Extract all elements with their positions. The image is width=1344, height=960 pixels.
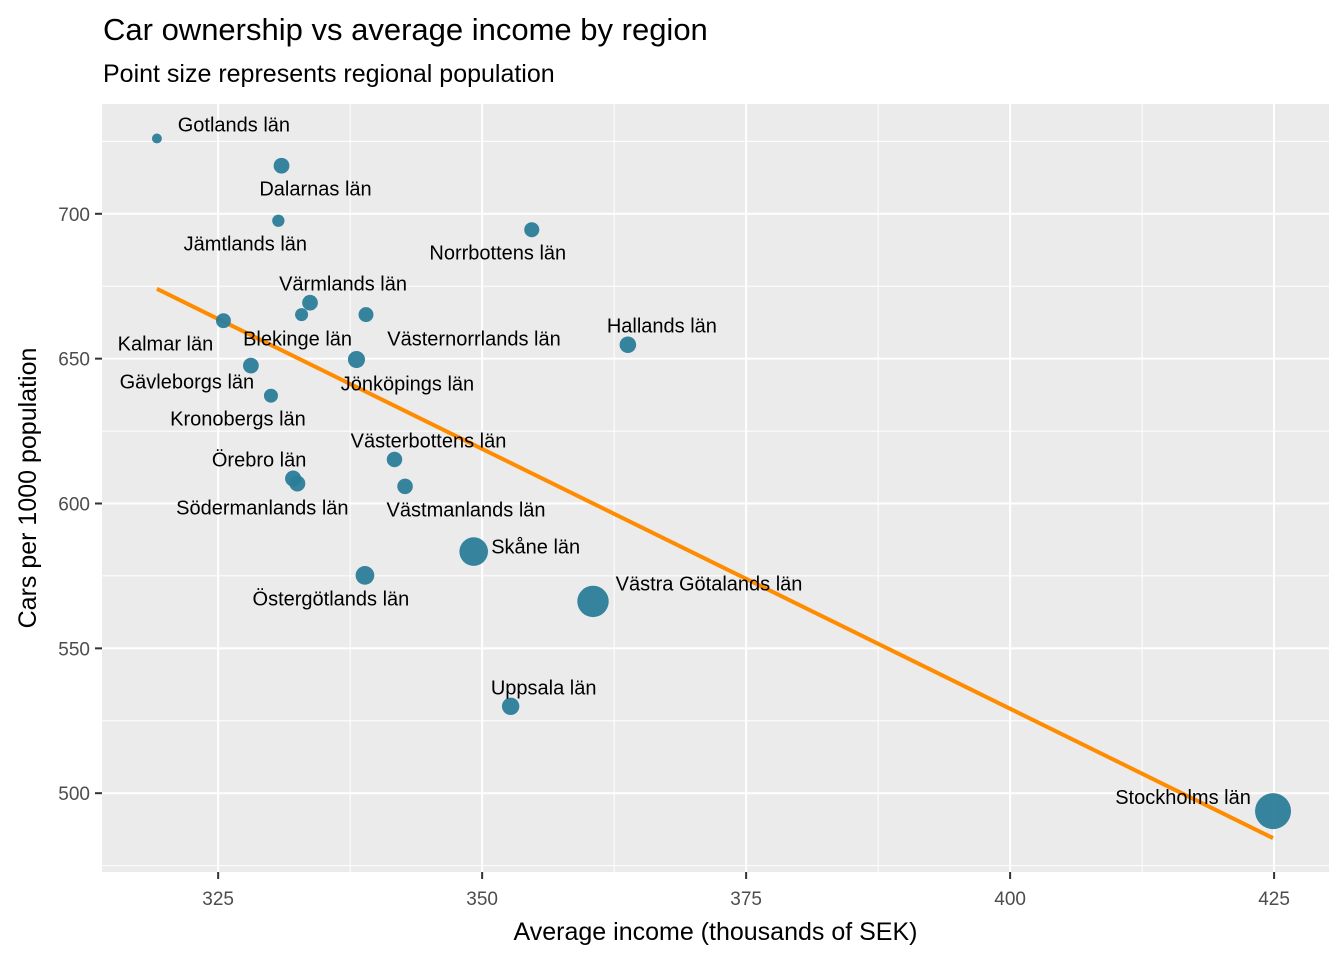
point-label: Jämtlands län — [184, 234, 307, 256]
data-point — [263, 388, 278, 403]
point-label: Västerbottens län — [351, 430, 507, 452]
point-label: Kronobergs län — [170, 409, 306, 431]
x-tick-label: 325 — [202, 889, 234, 910]
trend-line-group — [156, 287, 1274, 840]
data-point — [243, 357, 259, 374]
data-point — [302, 294, 318, 311]
point-label: Stockholms län — [1115, 787, 1251, 809]
y-tick-label: 500 — [58, 784, 90, 805]
data-point — [619, 336, 637, 354]
data-point — [215, 313, 231, 329]
point-label: Blekinge län — [243, 329, 352, 351]
data-point — [459, 537, 488, 566]
data-point — [273, 157, 290, 174]
trend-line — [156, 287, 1274, 840]
x-tick-label: 350 — [466, 889, 498, 910]
y-axis: 500 550 600 650 700 — [58, 205, 102, 805]
point-label: Gotlands län — [178, 114, 290, 136]
point-label: Gävleborgs län — [120, 372, 255, 394]
y-tick-label: 600 — [58, 494, 90, 515]
data-point — [347, 350, 366, 369]
y-tick-label: 700 — [58, 205, 90, 226]
data-point — [386, 451, 403, 468]
point-label: Kalmar län — [118, 334, 214, 356]
point-label: Södermanlands län — [176, 498, 348, 520]
point-label: Värmlands län — [279, 274, 407, 296]
x-tick-label: 425 — [1258, 889, 1290, 910]
point-labels: Gotlands län Dalarnas län Jämtlands län Nor… — [118, 114, 1251, 809]
x-axis: 325 350 375 400 425 — [202, 872, 1290, 910]
data-points — [151, 133, 1292, 830]
chart-title: Car ownership vs average income by regio… — [103, 12, 708, 47]
point-label: Jönköpings län — [341, 374, 474, 396]
point-label: Hallands län — [607, 316, 717, 338]
y-tick-label: 550 — [58, 639, 90, 660]
data-point — [289, 475, 306, 492]
data-point — [397, 478, 413, 495]
point-label: Dalarnas län — [259, 179, 371, 201]
x-axis-title: Average income (thousands of SEK) — [514, 918, 918, 946]
point-label: Uppsala län — [491, 677, 597, 699]
data-point — [355, 565, 375, 585]
minor-gridlines — [102, 104, 1329, 872]
data-point — [577, 585, 609, 618]
data-point — [272, 214, 285, 227]
data-point — [1255, 793, 1292, 830]
major-gridlines — [102, 104, 1329, 872]
point-label: Västmanlands län — [387, 499, 546, 521]
y-axis-title: Cars per 1000 population — [14, 348, 42, 629]
point-label: Skåne län — [491, 537, 580, 559]
chart-subtitle: Point size represents regional populatio… — [103, 60, 555, 88]
plot-panel — [102, 104, 1329, 872]
x-tick-label: 400 — [994, 889, 1026, 910]
data-point — [501, 697, 520, 716]
data-point — [358, 307, 374, 323]
data-point — [295, 308, 309, 322]
point-label: Västernorrlands län — [387, 329, 560, 351]
point-label: Östergötlands län — [253, 588, 410, 610]
point-label: Örebro län — [212, 450, 307, 472]
point-label: Norrbottens län — [429, 243, 566, 265]
x-tick-label: 375 — [730, 889, 762, 910]
point-label: Västra Götalands län — [616, 573, 803, 595]
data-point — [524, 222, 540, 238]
data-point — [151, 133, 162, 144]
y-tick-label: 650 — [58, 350, 90, 371]
